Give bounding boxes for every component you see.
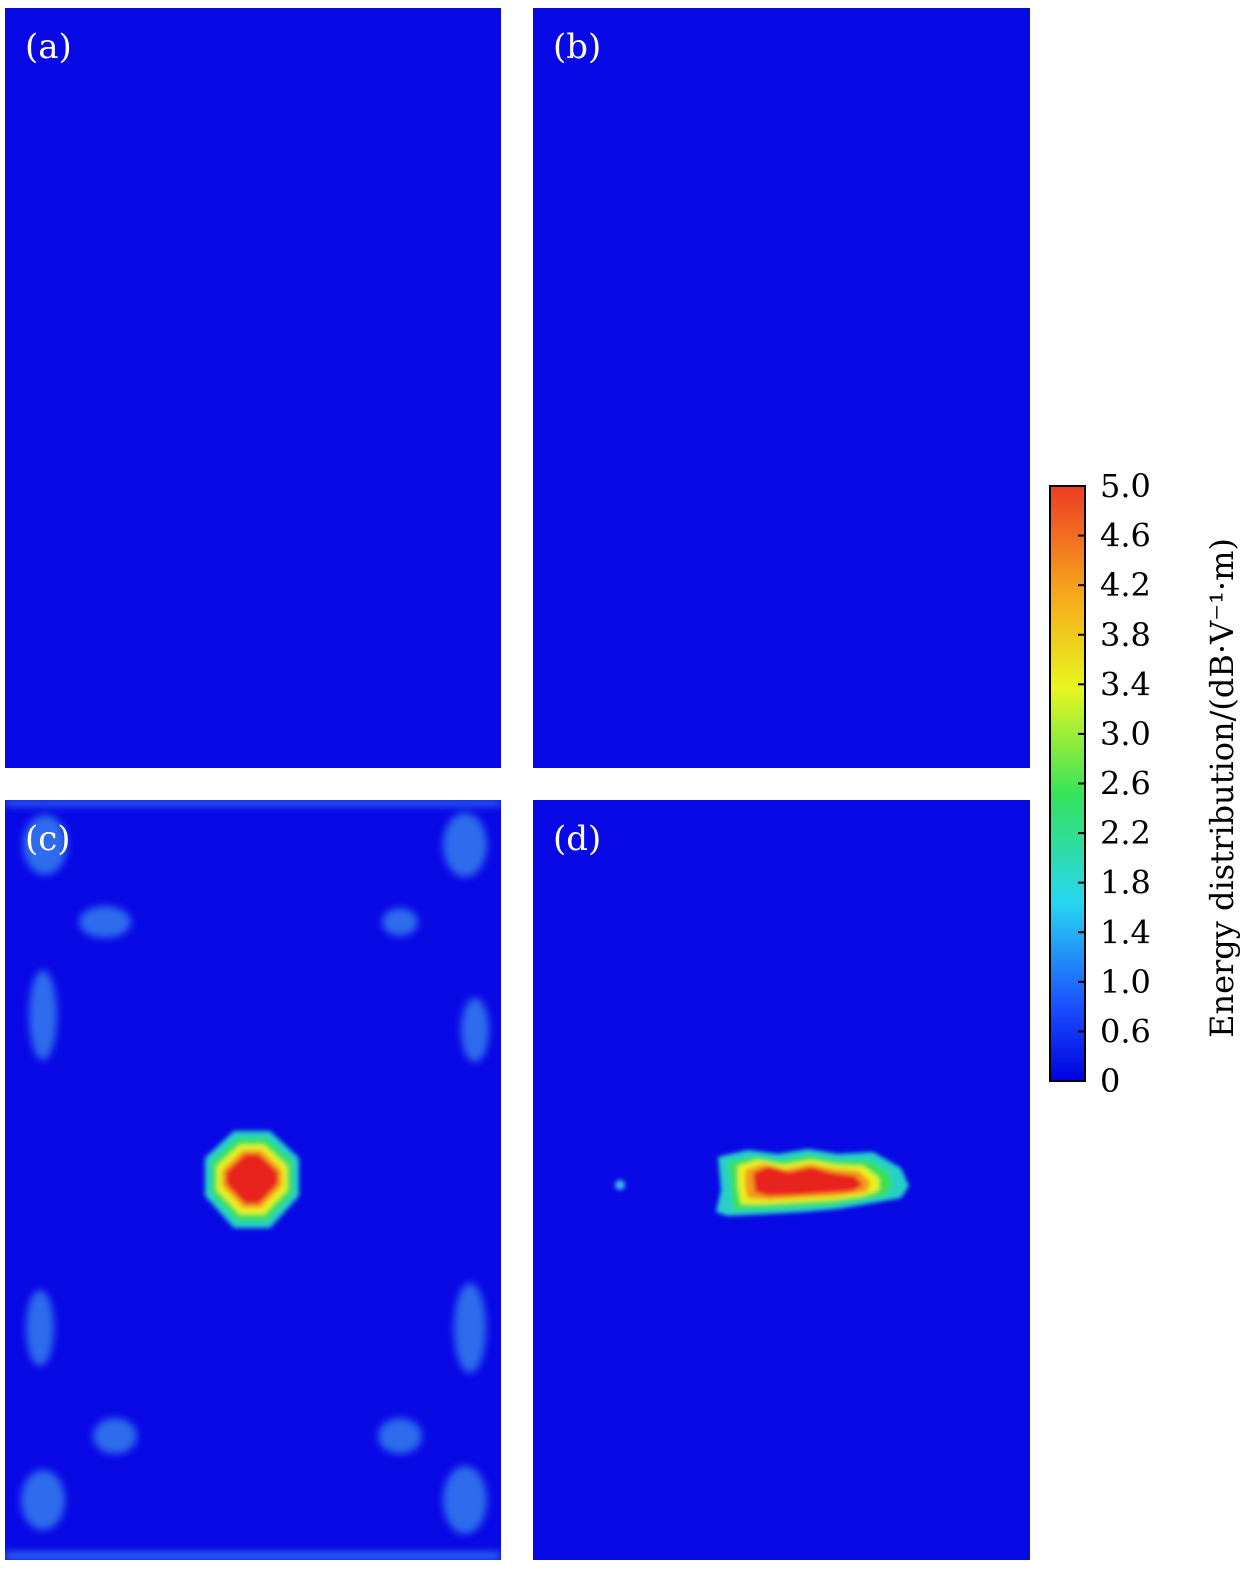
hotspot-core <box>753 1166 863 1196</box>
colorbar-tick-label: 5.0 <box>1100 470 1151 505</box>
colorbar-ticks: 5.0 4.6 4.2 3.8 3.4 3.0 2.6 2.2 1.8 1.4 1.0 0.6 0 <box>1078 470 1151 1100</box>
blob <box>443 1466 487 1534</box>
colorbar-tick-label: 4.2 <box>1100 566 1151 604</box>
panel-c-heatmap <box>5 800 501 1560</box>
colorbar-tick-label: 1.8 <box>1100 864 1151 902</box>
blob <box>454 1283 486 1373</box>
panel-b-label: (b) <box>553 27 602 67</box>
colorbar-title: Energy distribution/(dB·V⁻¹·m) <box>1203 538 1241 1038</box>
blob <box>443 813 487 877</box>
colorbar-tick-label: 1.4 <box>1100 913 1151 951</box>
panel-d: (d) <box>533 800 1030 1560</box>
panel-c: (c) <box>5 800 501 1560</box>
panel-d-label: (d) <box>553 819 602 859</box>
panel-a-field <box>5 8 501 768</box>
hotspot-core <box>226 1154 278 1204</box>
colorbar-tick-label: 2.6 <box>1100 765 1151 803</box>
panel-b-heatmap <box>533 8 1030 768</box>
panel-c-scatter-blobs <box>5 800 501 1560</box>
panel-a-label: (a) <box>25 27 72 67</box>
panel-c-hotspot <box>205 1131 299 1228</box>
colorbar: 5.0 4.6 4.2 3.8 3.4 3.0 2.6 2.2 1.8 1.4 1.0 0.6 0 <box>1040 470 1260 1110</box>
colorbar-tick-label: 3.8 <box>1100 616 1151 654</box>
blob <box>5 1552 501 1560</box>
colorbar-tick-label: 3.4 <box>1100 665 1151 703</box>
panel-d-hotspot <box>716 1149 909 1216</box>
blob <box>382 908 418 936</box>
blob <box>93 1418 137 1454</box>
panel-a: (a) <box>5 8 501 768</box>
panel-d-dot <box>615 1180 625 1190</box>
blob <box>5 800 501 806</box>
panel-b: (b) <box>533 8 1030 768</box>
panel-d-heatmap <box>533 800 1030 1560</box>
blob <box>26 1290 54 1366</box>
blob <box>29 970 57 1060</box>
colorbar-svg: 5.0 4.6 4.2 3.8 3.4 3.0 2.6 2.2 1.8 1.4 1.0 0.6 0 <box>1049 470 1151 1100</box>
panel-a-heatmap <box>5 8 501 768</box>
colorbar-tick-label: 4.6 <box>1100 517 1151 555</box>
blob <box>23 815 67 875</box>
colorbar-tick-label: 0 <box>1100 1062 1120 1100</box>
blob <box>461 998 489 1062</box>
colorbar-tick-label: 3.0 <box>1100 715 1151 753</box>
colorbar-tick-label: 0.6 <box>1100 1012 1151 1050</box>
blob <box>79 906 131 938</box>
colorbar-tick-label: 1.0 <box>1100 963 1151 1001</box>
blob <box>378 1418 422 1454</box>
blob <box>21 1470 65 1530</box>
panel-b-field <box>533 8 1030 768</box>
colorbar-tick-label: 2.2 <box>1100 814 1151 852</box>
panel-c-label: (c) <box>25 819 71 859</box>
